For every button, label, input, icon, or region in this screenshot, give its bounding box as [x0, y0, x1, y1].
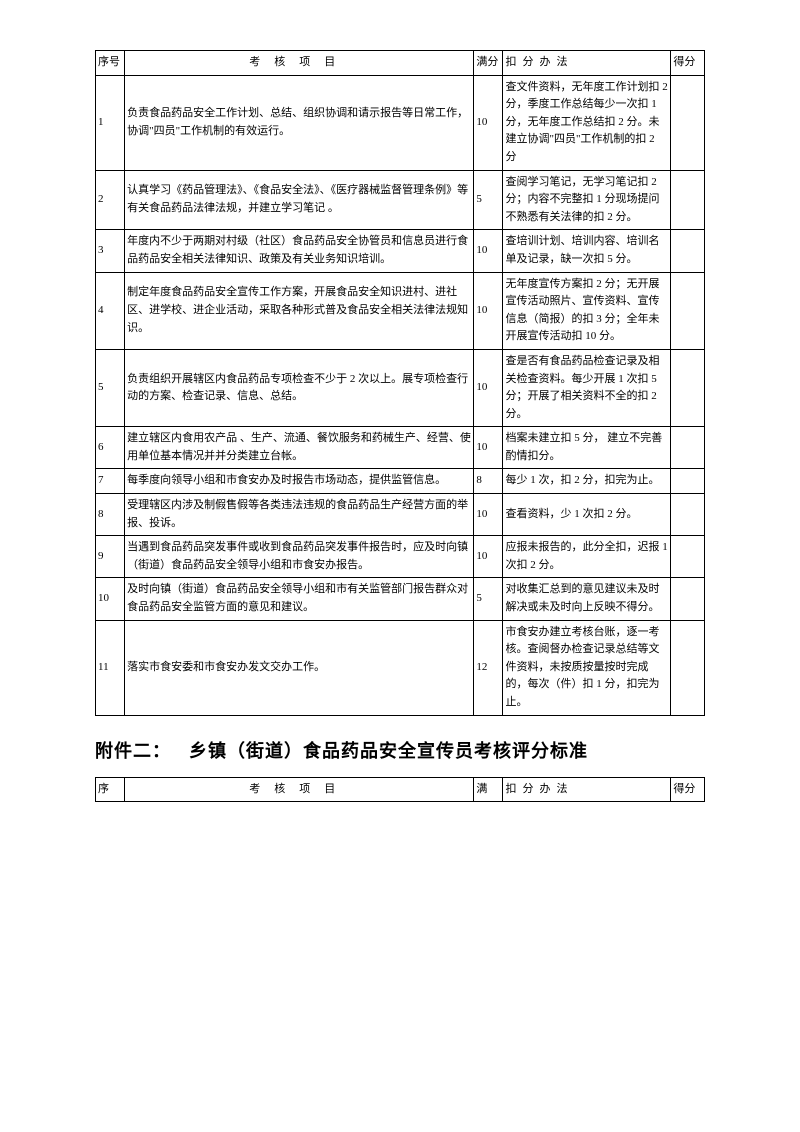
cell-final	[671, 75, 705, 170]
cell-final	[671, 427, 705, 469]
footer-table: 序 考核项目 满 扣分办法 得分	[95, 777, 705, 803]
cell-method: 查阅学习笔记，无学习笔记扣 2 分；内容不完整扣 1 分现场提问不熟悉有关法律的…	[503, 170, 671, 230]
cell-item: 负责组织开展辖区内食品药品专项检查不少于 2 次以上。展专项检查行动的方案、检查…	[125, 349, 474, 426]
cell-score: 10	[474, 494, 503, 536]
attachment-prefix: 附件二：	[95, 741, 171, 761]
cell-method: 档案未建立扣 5 分， 建立不完善酌情扣分。	[503, 427, 671, 469]
cell-final	[671, 536, 705, 578]
cell-seq: 11	[96, 620, 125, 715]
cell-item: 当遇到食品药品突发事件或收到食品药品突发事件报告时，应及时向镇（街道）食品药品安…	[125, 536, 474, 578]
table-row: 11落实市食安委和市食安办发文交办工作。12市食安办建立考核台账，逐一考核。查阅…	[96, 620, 705, 715]
table-header-row: 序号 考核项目 满分 扣分办法 得分	[96, 51, 705, 76]
cell-item: 负责食品药品安全工作计划、总结、组织协调和请示报告等日常工作，协调"四员"工作机…	[125, 75, 474, 170]
cell-method: 市食安办建立考核台账，逐一考核。查阅督办检查记录总结等文件资料，未按质按量按时完…	[503, 620, 671, 715]
cell-seq: 3	[96, 230, 125, 272]
cell-seq: 6	[96, 427, 125, 469]
table-row: 6建立辖区内食用农产品 、生产、流通、餐饮服务和药械生产、经营、使用单位基本情况…	[96, 427, 705, 469]
cell-final	[671, 272, 705, 349]
table-row: 3年度内不少于两期对村级（社区）食品药品安全协管员和信息员进行食品药品安全相关法…	[96, 230, 705, 272]
assessment-table: 序号 考核项目 满分 扣分办法 得分 1负责食品药品安全工作计划、总结、组织协调…	[95, 50, 705, 716]
cell-item: 年度内不少于两期对村级（社区）食品药品安全协管员和信息员进行食品药品安全相关法律…	[125, 230, 474, 272]
cell-item: 落实市食安委和市食安办发文交办工作。	[125, 620, 474, 715]
cell-seq: 1	[96, 75, 125, 170]
attachment-heading: 附件二： 乡镇（街道）食品药品安全宣传员考核评分标准	[95, 738, 705, 765]
cell-score: 10	[474, 349, 503, 426]
table-row: 5负责组织开展辖区内食品药品专项检查不少于 2 次以上。展专项检查行动的方案、检…	[96, 349, 705, 426]
cell-method: 每少 1 次，扣 2 分，扣完为止。	[503, 469, 671, 494]
header-method: 扣分办法	[503, 51, 671, 76]
cell-score: 10	[474, 536, 503, 578]
cell-score: 5	[474, 578, 503, 620]
cell-seq: 5	[96, 349, 125, 426]
table-row: 4制定年度食品药品安全宣传工作方案，开展食品安全知识进村、进社区、进学校、进企业…	[96, 272, 705, 349]
cell-method: 查看资料，少 1 次扣 2 分。	[503, 494, 671, 536]
table-row: 7每季度向领导小组和市食安办及时报告市场动态，提供监管信息。8每少 1 次，扣 …	[96, 469, 705, 494]
cell-method: 无年度宣传方案扣 2 分；无开展宣传活动照片、宣传资料、宣传信息（简报）的扣 3…	[503, 272, 671, 349]
cell-method: 查培训计划、培训内容、培训名单及记录，缺一次扣 5 分。	[503, 230, 671, 272]
cell-method: 查文件资料，无年度工作计划扣 2 分，季度工作总结每少一次扣 1 分，无年度工作…	[503, 75, 671, 170]
cell-item: 认真学习《药品管理法》、《食品安全法》、《医疗器械监督管理条例》等有关食品药品法…	[125, 170, 474, 230]
table-row: 8受理辖区内涉及制假售假等各类违法违规的食品药品生产经营方面的举报、投诉。10查…	[96, 494, 705, 536]
cell-final	[671, 578, 705, 620]
cell-score: 10	[474, 272, 503, 349]
cell-score: 10	[474, 230, 503, 272]
cell-method: 查是否有食品药品检查记录及相关检查资料。每少开展 1 次扣 5 分；开展了相关资…	[503, 349, 671, 426]
cell-final	[671, 469, 705, 494]
cell-item: 制定年度食品药品安全宣传工作方案，开展食品安全知识进村、进社区、进学校、进企业活…	[125, 272, 474, 349]
cell-seq: 7	[96, 469, 125, 494]
cell-final	[671, 349, 705, 426]
cell-final	[671, 494, 705, 536]
header-score: 满分	[474, 51, 503, 76]
footer-header-seq: 序	[96, 777, 125, 802]
footer-header-method: 扣分办法	[503, 777, 671, 802]
cell-score: 10	[474, 427, 503, 469]
cell-seq: 4	[96, 272, 125, 349]
table-row: 2认真学习《药品管理法》、《食品安全法》、《医疗器械监督管理条例》等有关食品药品…	[96, 170, 705, 230]
cell-seq: 2	[96, 170, 125, 230]
table-row: 9当遇到食品药品突发事件或收到食品药品突发事件报告时，应及时向镇（街道）食品药品…	[96, 536, 705, 578]
header-item: 考核项目	[125, 51, 474, 76]
cell-seq: 9	[96, 536, 125, 578]
cell-score: 5	[474, 170, 503, 230]
cell-method: 对收集汇总到的意见建议未及时解决或未及时向上反映不得分。	[503, 578, 671, 620]
cell-item: 受理辖区内涉及制假售假等各类违法违规的食品药品生产经营方面的举报、投诉。	[125, 494, 474, 536]
cell-final	[671, 230, 705, 272]
cell-item: 每季度向领导小组和市食安办及时报告市场动态，提供监管信息。	[125, 469, 474, 494]
table-row: 10及时向镇（街道）食品药品安全领导小组和市有关监管部门报告群众对食品药品安全监…	[96, 578, 705, 620]
cell-item: 及时向镇（街道）食品药品安全领导小组和市有关监管部门报告群众对食品药品安全监管方…	[125, 578, 474, 620]
table-row: 1负责食品药品安全工作计划、总结、组织协调和请示报告等日常工作，协调"四员"工作…	[96, 75, 705, 170]
header-final: 得分	[671, 51, 705, 76]
cell-item: 建立辖区内食用农产品 、生产、流通、餐饮服务和药械生产、经营、使用单位基本情况并…	[125, 427, 474, 469]
cell-method: 应报未报告的，此分全扣，迟报 1 次扣 2 分。	[503, 536, 671, 578]
footer-header-final: 得分	[671, 777, 705, 802]
footer-header-score: 满	[474, 777, 503, 802]
footer-header-row: 序 考核项目 满 扣分办法 得分	[96, 777, 705, 802]
cell-score: 12	[474, 620, 503, 715]
cell-seq: 8	[96, 494, 125, 536]
cell-final	[671, 620, 705, 715]
cell-final	[671, 170, 705, 230]
cell-score: 10	[474, 75, 503, 170]
cell-score: 8	[474, 469, 503, 494]
header-seq: 序号	[96, 51, 125, 76]
attachment-title-text: 乡镇（街道）食品药品安全宣传员考核评分标准	[189, 741, 588, 761]
cell-seq: 10	[96, 578, 125, 620]
footer-header-item: 考核项目	[125, 777, 474, 802]
